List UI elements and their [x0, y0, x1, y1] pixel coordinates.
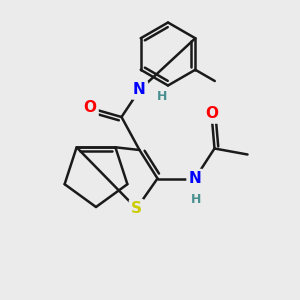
Text: H: H	[191, 193, 202, 206]
Text: H: H	[157, 89, 167, 103]
Text: O: O	[83, 100, 97, 116]
Text: S: S	[131, 201, 142, 216]
Text: N: N	[133, 82, 146, 98]
Text: N: N	[189, 171, 201, 186]
Text: O: O	[205, 106, 218, 122]
